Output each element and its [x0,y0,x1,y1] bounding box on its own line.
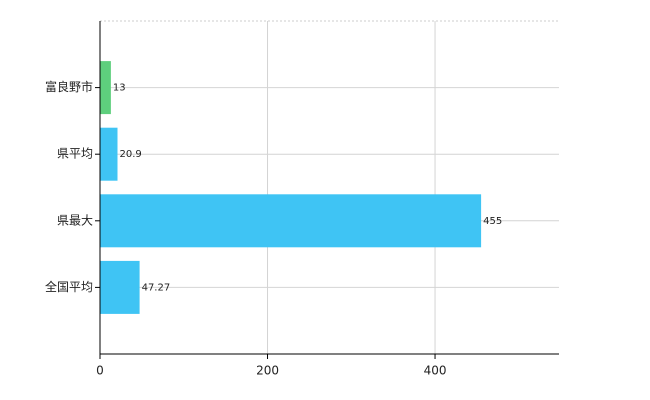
y-tick-label: 富良野市 [45,79,93,94]
value-label: 455 [483,216,502,227]
bar [100,61,111,115]
x-tick-label: 200 [256,364,279,378]
x-tick-label: 400 [424,364,447,378]
bar [100,127,118,181]
x-tick-label: 0 [96,364,104,378]
bar [100,194,482,248]
y-tick-label: 県最大 [57,213,93,227]
value-label: 13 [113,83,126,94]
y-tick-label: 全国平均 [45,279,93,294]
value-label: 47.27 [142,282,171,293]
bar [100,260,140,314]
y-tick-label: 県平均 [57,147,93,161]
value-label: 20.9 [120,149,142,160]
